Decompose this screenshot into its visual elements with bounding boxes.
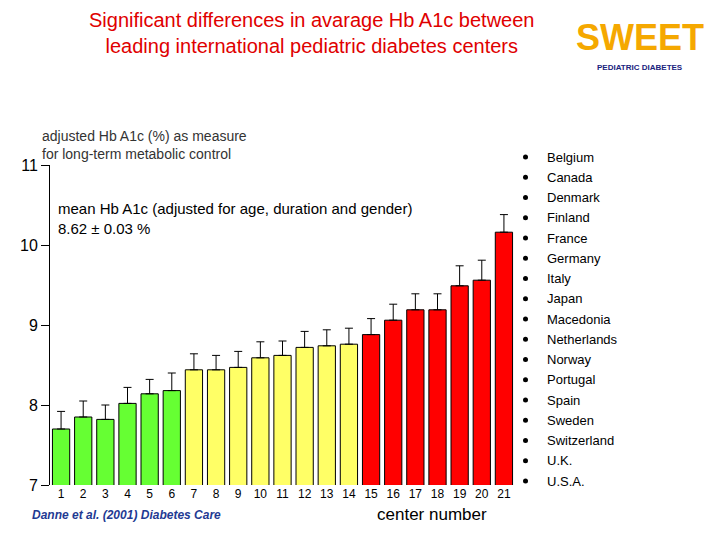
- svg-text:15: 15: [364, 487, 378, 501]
- svg-text:7: 7: [191, 487, 198, 501]
- svg-text:9: 9: [235, 487, 242, 501]
- svg-text:7: 7: [29, 477, 38, 494]
- svg-text:8: 8: [29, 397, 38, 414]
- svg-text:mean Hb A1c (adjusted for age,: mean Hb A1c (adjusted for age, duration …: [58, 200, 412, 237]
- svg-text:Macedonia: Macedonia: [547, 312, 611, 327]
- svg-text:14: 14: [342, 487, 356, 501]
- svg-text:19: 19: [453, 487, 467, 501]
- svg-text:Canada: Canada: [547, 170, 593, 185]
- svg-text:France: France: [547, 231, 587, 246]
- svg-text:Portugal: Portugal: [547, 372, 596, 387]
- svg-text:Finland: Finland: [547, 210, 590, 225]
- svg-text:U.K.: U.K.: [547, 453, 572, 468]
- svg-text:Norway: Norway: [547, 352, 592, 367]
- svg-text:Belgium: Belgium: [547, 150, 594, 165]
- svg-text:Japan: Japan: [547, 291, 582, 306]
- svg-text:13: 13: [320, 487, 334, 501]
- svg-text:PEDIATRIC DIABETES: PEDIATRIC DIABETES: [597, 63, 683, 72]
- svg-text:10: 10: [20, 237, 38, 254]
- svg-text:SWEET: SWEET: [576, 17, 704, 58]
- svg-text:11: 11: [276, 487, 289, 501]
- svg-text:Sweden: Sweden: [547, 413, 594, 428]
- svg-text:adjusted Hb A1c (%) as measure: adjusted Hb A1c (%) as measurefor long-t…: [42, 128, 247, 162]
- svg-text:17: 17: [409, 487, 423, 501]
- svg-text:21: 21: [497, 487, 511, 501]
- svg-text:Italy: Italy: [547, 271, 571, 286]
- svg-text:1: 1: [58, 487, 65, 501]
- svg-text:9: 9: [29, 317, 38, 334]
- svg-text:18: 18: [431, 487, 445, 501]
- svg-text:Switzerland: Switzerland: [547, 433, 614, 448]
- svg-text:10: 10: [254, 487, 268, 501]
- svg-text:Germany: Germany: [547, 251, 601, 266]
- svg-text:Danne et al. (2001) Diabetes C: Danne et al. (2001) Diabetes Care: [32, 508, 221, 522]
- svg-text:Netherlands: Netherlands: [547, 332, 618, 347]
- svg-text:Denmark: Denmark: [547, 190, 600, 205]
- svg-text:5: 5: [146, 487, 153, 501]
- svg-text:U.S.A.: U.S.A.: [547, 474, 585, 489]
- svg-text:Spain: Spain: [547, 393, 580, 408]
- svg-text:20: 20: [475, 487, 489, 501]
- svg-text:6: 6: [168, 487, 175, 501]
- svg-text:2: 2: [80, 487, 87, 501]
- svg-text:8: 8: [213, 487, 220, 501]
- svg-text:12: 12: [298, 487, 312, 501]
- svg-text:3: 3: [102, 487, 109, 501]
- svg-text:center number: center number: [377, 505, 487, 524]
- svg-text:16: 16: [387, 487, 401, 501]
- svg-text:4: 4: [124, 487, 131, 501]
- svg-text:Significant differences in ava: Significant differences in avarage Hb A1…: [89, 9, 534, 57]
- svg-text:11: 11: [21, 157, 38, 174]
